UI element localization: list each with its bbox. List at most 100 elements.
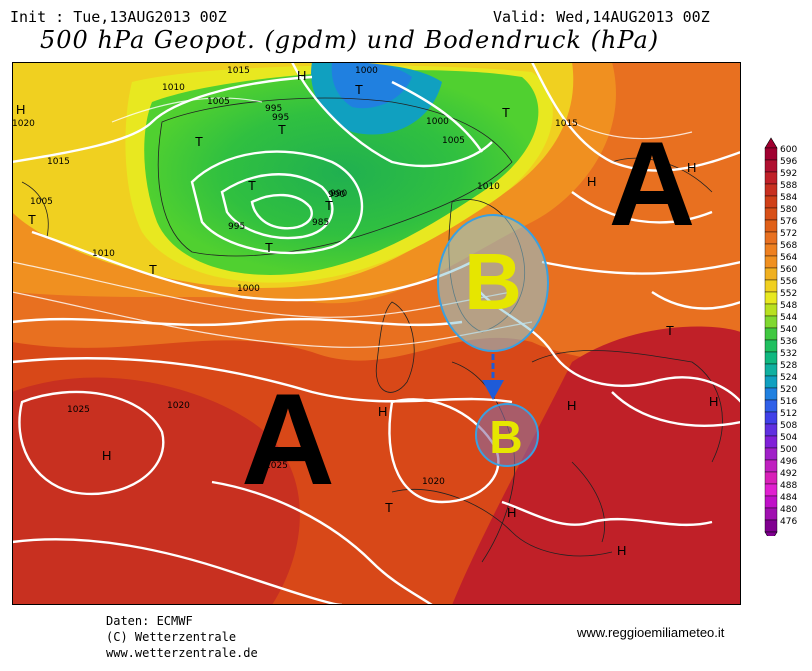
geopotential-colorbar: 600 596 592 588 584 580 576 572 568 564 560 556 552 5… bbox=[764, 137, 797, 536]
isobar-label: 995 bbox=[228, 222, 245, 232]
isobar-label: 1005 bbox=[207, 97, 230, 107]
colorbar-tick-label: 476 bbox=[780, 517, 797, 527]
colorbar-tick-label: 568 bbox=[780, 241, 797, 251]
high-label-west: A bbox=[241, 366, 335, 512]
isobar-label: 1010 bbox=[162, 83, 185, 93]
isobar-label: 1020 bbox=[167, 401, 190, 411]
valid-time: Valid: Wed,14AUG2013 00Z bbox=[493, 8, 710, 26]
colorbar-tick-label: 560 bbox=[780, 265, 797, 275]
colorbar-tick-label: 528 bbox=[780, 361, 797, 371]
low-marker: T bbox=[666, 323, 674, 338]
colorbar-swatch bbox=[764, 303, 778, 317]
colorbar-tick-label: 484 bbox=[780, 493, 797, 503]
colorbar-tick-label: 508 bbox=[780, 421, 797, 431]
colorbar-tick-label: 496 bbox=[780, 457, 797, 467]
colorbar-tick-label: 572 bbox=[780, 229, 797, 239]
colorbar-swatch bbox=[764, 327, 778, 341]
colorbar-tick-label: 592 bbox=[780, 169, 797, 179]
colorbar-tick-label: 524 bbox=[780, 373, 797, 383]
isobar-label: 1020 bbox=[12, 119, 35, 129]
colorbar-swatch bbox=[764, 159, 778, 173]
low-marker: T bbox=[355, 82, 363, 97]
colorbar-tick-label: 552 bbox=[780, 289, 797, 299]
low-marker: T bbox=[28, 212, 36, 227]
high-marker: H bbox=[687, 160, 696, 175]
colorbar-tick-label: 540 bbox=[780, 325, 797, 335]
colorbar-tick-label: 532 bbox=[780, 349, 797, 359]
colorbar-tick-label: 500 bbox=[780, 445, 797, 455]
colorbar-tick-label: 480 bbox=[780, 505, 797, 515]
colorbar-tick-label: 544 bbox=[780, 313, 797, 323]
colorbar-tick-label: 492 bbox=[780, 469, 797, 479]
isobar-label: 995 bbox=[272, 113, 289, 123]
colorbar-tick-label: 488 bbox=[780, 481, 797, 491]
high-marker: H bbox=[378, 404, 387, 419]
high-marker: H bbox=[297, 68, 306, 83]
colorbar-tick-label: 600 bbox=[780, 145, 797, 155]
colorbar-swatch bbox=[764, 447, 778, 461]
isobar-label: 990 bbox=[328, 190, 345, 200]
colorbar-swatch bbox=[764, 267, 778, 281]
isobar-label: 995 bbox=[265, 104, 282, 114]
colorbar-swatch bbox=[764, 219, 778, 233]
isobar-label: 1005 bbox=[442, 136, 465, 146]
colorbar-swatch bbox=[764, 399, 778, 413]
colorbar-swatch bbox=[764, 507, 778, 521]
isobar-label: 1000 bbox=[355, 66, 378, 76]
colorbar-tick-label: 556 bbox=[780, 277, 797, 287]
trough-ellipse bbox=[437, 214, 549, 352]
colorbar-swatch bbox=[764, 291, 778, 305]
weather-map: A A B B 1015 1010 1005 1000 995 990 1020… bbox=[12, 62, 741, 605]
colorbar-tick-label: 584 bbox=[780, 193, 797, 203]
colorbar-tick-label: 516 bbox=[780, 397, 797, 407]
colorbar-swatch bbox=[764, 207, 778, 221]
colorbar-swatch bbox=[764, 411, 778, 425]
colorbar-swatch bbox=[764, 435, 778, 449]
low-label-north: B bbox=[464, 237, 522, 326]
isobar-label: 1015 bbox=[47, 157, 70, 167]
isobar-label: 1010 bbox=[477, 182, 500, 192]
colorbar-swatch bbox=[764, 387, 778, 401]
colorbar-swatch bbox=[764, 363, 778, 377]
colorbar-tick-label: 512 bbox=[780, 409, 797, 419]
colorbar-swatch bbox=[764, 315, 778, 329]
low-marker: T bbox=[278, 122, 286, 137]
low-marker: T bbox=[502, 105, 510, 120]
isobar-label: 1025 bbox=[67, 405, 90, 415]
colorbar-swatch bbox=[764, 195, 778, 209]
colorbar-tick-label: 536 bbox=[780, 337, 797, 347]
colorbar-swatch bbox=[764, 183, 778, 197]
high-marker: H bbox=[709, 394, 718, 409]
colorbar-tick-label: 580 bbox=[780, 205, 797, 215]
low-label-south: B bbox=[489, 411, 522, 463]
high-marker: H bbox=[617, 543, 626, 558]
colorbar-swatch bbox=[764, 483, 778, 497]
low-marker: T bbox=[149, 262, 157, 277]
colorbar-tick-label: 520 bbox=[780, 385, 797, 395]
cutoff-low-circle bbox=[475, 403, 539, 467]
map-title: 500 hPa Geopot. (gpdm) und Bodendruck (h… bbox=[40, 26, 660, 54]
isobar-label: 1000 bbox=[237, 284, 260, 294]
colorbar-swatch bbox=[764, 231, 778, 245]
source-line: Daten: ECMWF bbox=[106, 614, 193, 628]
colorbar-tick-label: 564 bbox=[780, 253, 797, 263]
high-label-east: A bbox=[609, 117, 696, 251]
colorbar-cap-bottom bbox=[764, 531, 778, 536]
init-time: Init : Tue,13AUG2013 00Z bbox=[10, 8, 227, 26]
isobar-label: 1000 bbox=[426, 117, 449, 127]
colorbar-swatch bbox=[764, 459, 778, 473]
colorbar-tick-label: 548 bbox=[780, 301, 797, 311]
high-marker: H bbox=[587, 174, 596, 189]
colorbar-swatch bbox=[764, 171, 778, 185]
colorbar-swatch bbox=[764, 495, 778, 509]
isobar-label: 1025 bbox=[265, 461, 288, 471]
isobar-label: 985 bbox=[312, 218, 329, 228]
colorbar-swatch bbox=[764, 375, 778, 389]
colorbar-swatch bbox=[764, 255, 778, 269]
colorbar-swatch bbox=[764, 351, 778, 365]
arrow-head-icon bbox=[482, 380, 504, 400]
high-marker: H bbox=[507, 505, 516, 520]
source-line: (C) Wetterzentrale bbox=[106, 630, 237, 644]
isobar-label: 1015 bbox=[555, 119, 578, 129]
low-marker: T bbox=[265, 240, 273, 255]
